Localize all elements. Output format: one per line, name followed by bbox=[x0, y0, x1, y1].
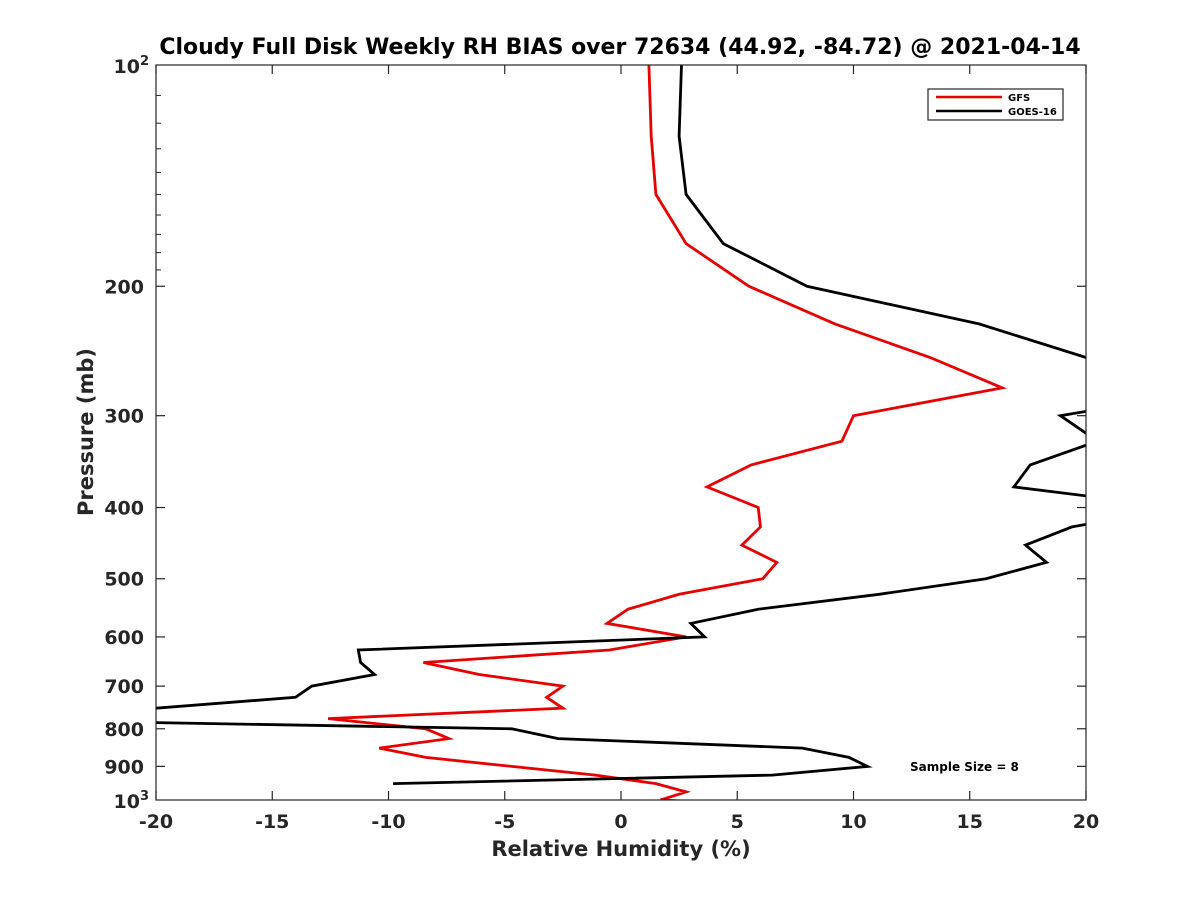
series-layer bbox=[156, 65, 1086, 800]
x-tick-label: -20 bbox=[139, 811, 173, 833]
y-tick-label: 600 bbox=[104, 627, 144, 649]
x-tick-label: -10 bbox=[371, 811, 405, 833]
x-axis: -20 -15 -10 -5 0 5 10 15 20 bbox=[139, 65, 1099, 833]
series-line-gfs bbox=[327, 65, 1008, 800]
y-axis: 200 300 400 500 600 700 800 900 102 103 bbox=[104, 54, 1086, 813]
y-tick-label: 300 bbox=[104, 406, 144, 428]
y-end-label-bottom: 103 bbox=[114, 789, 150, 813]
y-axis-label: Pressure (mb) bbox=[74, 348, 98, 516]
y-tick-label: 800 bbox=[104, 719, 144, 741]
x-tick-label: -5 bbox=[494, 811, 515, 833]
legend: GFS GOES-16 bbox=[927, 88, 1064, 121]
chart-title: Cloudy Full Disk Weekly RH BIAS over 726… bbox=[159, 35, 1080, 60]
y-end-label-top: 102 bbox=[114, 54, 150, 78]
legend-label-gfs: GFS bbox=[1008, 93, 1030, 104]
y-tick-label: 900 bbox=[104, 756, 144, 778]
x-tick-label: 0 bbox=[614, 811, 627, 833]
y-tick-label: 700 bbox=[104, 676, 144, 698]
y-tick-label: 200 bbox=[104, 276, 144, 298]
sample-size-annotation: Sample Size = 8 bbox=[910, 760, 1019, 774]
series-line-goes-16 bbox=[156, 65, 1086, 785]
x-tick-label: 10 bbox=[840, 811, 866, 833]
legend-box bbox=[927, 88, 1064, 121]
x-tick-label: 15 bbox=[957, 811, 983, 833]
legend-label-goes-16: GOES-16 bbox=[1008, 107, 1057, 118]
x-tick-label: -15 bbox=[255, 811, 289, 833]
y-tick-label: 500 bbox=[104, 569, 144, 591]
x-tick-label: 5 bbox=[731, 811, 744, 833]
x-axis-label: Relative Humidity (%) bbox=[491, 837, 750, 861]
x-tick-label: 20 bbox=[1073, 811, 1099, 833]
plot-area bbox=[156, 65, 1086, 800]
y-tick-label: 400 bbox=[104, 498, 144, 520]
